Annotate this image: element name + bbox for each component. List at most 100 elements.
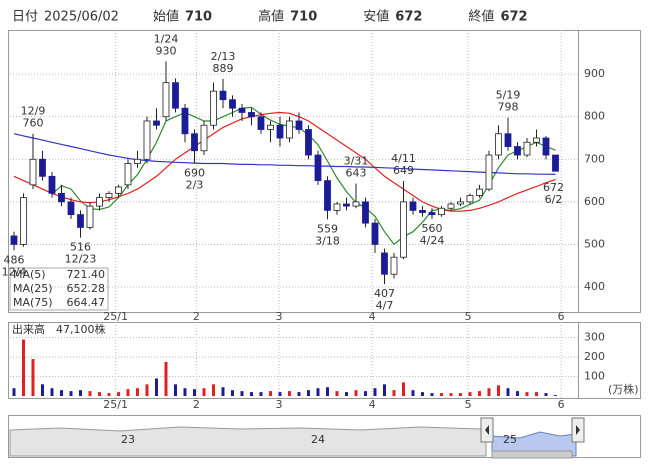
volume-bar	[496, 385, 500, 396]
candle-body	[248, 112, 255, 118]
volume-bar	[287, 391, 291, 396]
volume-bar	[221, 387, 225, 396]
volume-bar	[525, 392, 529, 396]
y-tick-label: 300	[584, 331, 605, 344]
candle-body	[371, 222, 379, 245]
annotation-value: 930	[155, 44, 176, 57]
candle-body	[333, 203, 341, 211]
volume-bar	[211, 384, 215, 396]
volume-bar	[420, 392, 424, 396]
annotation-value: 649	[393, 164, 414, 177]
x-tick-label: 3	[276, 398, 283, 411]
volume-bar	[430, 393, 434, 396]
field-label: 始値	[153, 9, 179, 25]
y-tick-label: 200	[584, 350, 605, 363]
x-tick-label: 6	[558, 310, 565, 323]
annotation-date: 4/11	[391, 152, 416, 165]
candle-body	[457, 201, 464, 205]
y-tick-label: 900	[584, 67, 605, 80]
volume-bar	[268, 391, 272, 396]
volume-bar	[534, 392, 538, 396]
candle-body	[533, 137, 540, 143]
x-tick-label: 25/1	[103, 398, 128, 411]
navigator-label: 24	[311, 433, 325, 446]
candle-body	[314, 154, 322, 181]
candle-body	[523, 141, 531, 156]
volume-bar	[107, 393, 111, 396]
candle-body	[447, 203, 455, 209]
volume-bar	[458, 393, 462, 396]
candle-body	[39, 158, 46, 177]
candle-body	[438, 207, 445, 216]
annotation-value: 889	[212, 62, 233, 75]
legend-value: 721.40	[67, 268, 106, 281]
volume-bar	[278, 392, 282, 396]
volume-bar	[97, 392, 101, 396]
field-value: 2025/06/02	[44, 10, 119, 25]
x-tick-label: 3	[276, 310, 283, 323]
candle-body	[286, 120, 293, 139]
candle-body	[181, 107, 189, 135]
candle-body	[86, 205, 94, 228]
y-tick-label: 500	[584, 237, 605, 250]
candle-body	[390, 256, 398, 275]
volume-bar	[202, 388, 206, 396]
legend-value: 664.47	[67, 296, 106, 309]
candle-body	[476, 188, 483, 196]
candle-body	[257, 116, 265, 130]
volume-last: 47,100株	[56, 322, 106, 336]
annotation-value: 672	[543, 181, 564, 194]
navigator-scrollbar[interactable]	[491, 450, 573, 459]
volume-bar	[116, 392, 120, 396]
annotation-value: 516	[70, 241, 91, 254]
volume-bar	[183, 388, 187, 396]
x-tick-label: 2	[193, 310, 200, 323]
field-value: 710	[290, 10, 317, 25]
volume-bar	[21, 339, 25, 396]
annotation-date: 5/19	[496, 89, 521, 102]
candle-body	[219, 90, 227, 101]
candle-body	[495, 133, 502, 156]
navigator-label: 25	[503, 433, 517, 446]
volume-bar	[306, 390, 310, 396]
candle-body	[552, 154, 559, 172]
volume-bar	[297, 392, 301, 396]
annotation-date: 12/9	[21, 105, 46, 118]
volume-bar	[249, 392, 253, 396]
volume-bar	[40, 384, 44, 396]
volume-bar	[154, 378, 158, 396]
annotation-value: 560	[421, 222, 442, 235]
volume-bar	[316, 388, 320, 396]
candle-body	[542, 137, 550, 156]
annotation-date: 2/3	[186, 179, 204, 192]
annotation-date: 4/7	[376, 299, 394, 312]
volume-bar	[544, 393, 548, 396]
volume-bar	[164, 361, 168, 396]
annotation-value: 690	[184, 167, 205, 180]
volume-bar	[553, 395, 557, 396]
annotation-date: 4/24	[420, 234, 445, 247]
candle-body	[20, 197, 27, 245]
volume-bar	[325, 387, 329, 396]
volume-bar	[88, 391, 92, 396]
x-tick-label: 2	[193, 398, 200, 411]
volume-bar	[230, 390, 234, 396]
volume-bar	[12, 388, 16, 396]
main-panel	[8, 30, 641, 313]
candle-body	[419, 209, 426, 213]
annotation-date: 12/4	[2, 265, 27, 278]
annotation-date: 2/13	[211, 50, 236, 63]
candle-body	[352, 201, 360, 207]
candle-body	[77, 214, 84, 228]
legend-name: MA(5)	[13, 268, 46, 281]
volume-panel	[8, 322, 641, 399]
candle-body	[381, 252, 388, 275]
volume-unit: (万株)	[608, 382, 639, 396]
y-tick-label: 700	[584, 152, 605, 165]
candle-body	[153, 120, 160, 126]
volume-bar	[477, 391, 481, 396]
volume-bar	[468, 392, 472, 396]
candle-body	[514, 146, 521, 156]
annotation-value: 798	[497, 101, 518, 114]
candle-body	[238, 107, 246, 113]
